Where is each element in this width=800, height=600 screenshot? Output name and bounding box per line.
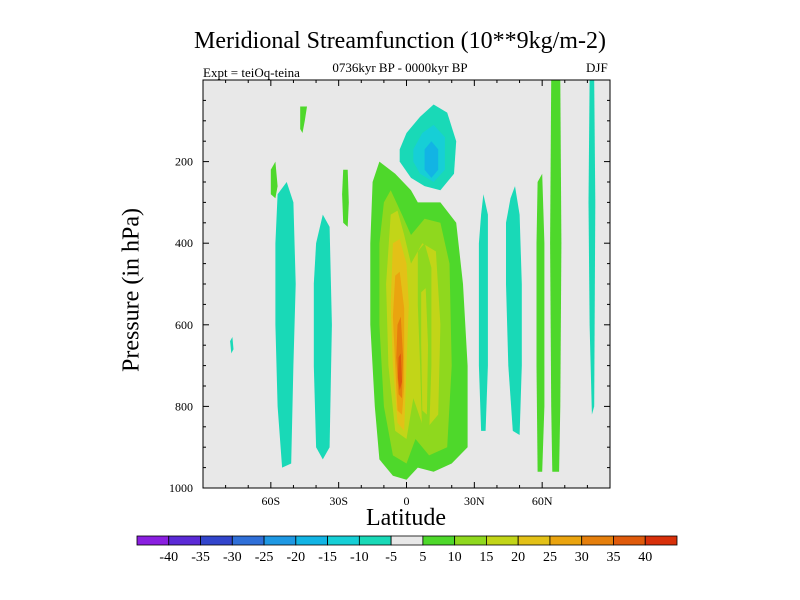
contour-hadley-35 <box>397 353 402 391</box>
y-tick-label: 1000 <box>169 481 193 495</box>
colorbar-swatch <box>454 535 487 546</box>
colorbar-swatch <box>358 535 392 546</box>
colorbar-swatch <box>517 535 551 546</box>
colorbar-swatch <box>200 535 233 546</box>
contour-band-60n <box>536 173 545 472</box>
x-tick-label: 60N <box>532 494 553 508</box>
colorbar-swatch <box>295 535 328 546</box>
y-tick-label: 400 <box>175 236 193 250</box>
contour-upper-neg-15 <box>424 141 439 178</box>
contour-fills <box>230 80 596 480</box>
colorbar-swatch <box>136 535 170 546</box>
colorbar-label: -25 <box>255 550 274 565</box>
contour-wisp-60s <box>270 161 278 199</box>
colorbar-swatch <box>390 535 424 546</box>
colorbar-label: 30 <box>575 550 589 565</box>
y-tick-label: 800 <box>175 399 193 413</box>
colorbar-label: 10 <box>448 550 462 565</box>
contour-band-35s <box>313 214 332 460</box>
colorbar-label: -10 <box>350 550 369 565</box>
axis-ticks <box>202 79 611 489</box>
colorbar-swatch <box>327 535 360 546</box>
colorbar-swatch <box>644 535 678 546</box>
colorbar-swatch <box>231 535 265 546</box>
contour-band-33n <box>478 194 488 431</box>
x-tick-label: 30N <box>464 494 485 508</box>
colorbar-label: -15 <box>318 550 337 565</box>
season-label: DJF <box>586 60 608 75</box>
colorbar-swatch <box>581 535 614 546</box>
colorbar-label: -5 <box>385 550 397 565</box>
contour-branch-15 <box>421 288 428 415</box>
x-tick-label: 30S <box>329 494 348 508</box>
contour-wisp-upper <box>300 106 307 133</box>
colorbar-swatch <box>422 535 456 546</box>
colorbar-label: -30 <box>223 550 242 565</box>
chart-subtitle: 0736kyr BP - 0000kyr BP <box>332 60 468 75</box>
chart-title: Meridional Streamfunction (10**9kg/m-2) <box>194 28 606 54</box>
colorbar-label: -20 <box>286 550 305 565</box>
colorbar-swatch <box>168 535 201 546</box>
colorbar-swatch <box>486 535 519 546</box>
colorbar-label: 20 <box>511 550 525 565</box>
contour-band-66n <box>550 80 562 472</box>
contour-band-80n <box>588 80 596 415</box>
colorbar-swatch <box>549 535 583 546</box>
colorbar-label: 35 <box>606 550 620 565</box>
colorbar-label: 25 <box>543 550 557 565</box>
contour-band-45n <box>506 186 522 435</box>
y-tick-label: 200 <box>175 155 193 169</box>
x-tick-label: 60S <box>261 494 280 508</box>
y-tick-label: 600 <box>175 318 193 332</box>
x-axis-label: Latitude <box>366 505 446 531</box>
contour-wisp-30s <box>342 169 349 227</box>
colorbar-label: -40 <box>159 550 178 565</box>
colorbar-label: -35 <box>191 550 210 565</box>
x-tick-label: 0 <box>404 494 410 508</box>
experiment-label: Expt = teiOq-teina <box>203 65 300 80</box>
contour-band-60s <box>275 182 296 468</box>
contour-speck <box>230 337 234 354</box>
colorbar-label: 40 <box>638 550 652 565</box>
y-axis-label: Pressure (in hPa) <box>118 208 145 372</box>
colorbar-swatch <box>263 535 297 546</box>
colorbar-swatch <box>613 535 646 546</box>
colorbar-label: 15 <box>479 550 493 565</box>
colorbar-label: 5 <box>419 550 426 565</box>
